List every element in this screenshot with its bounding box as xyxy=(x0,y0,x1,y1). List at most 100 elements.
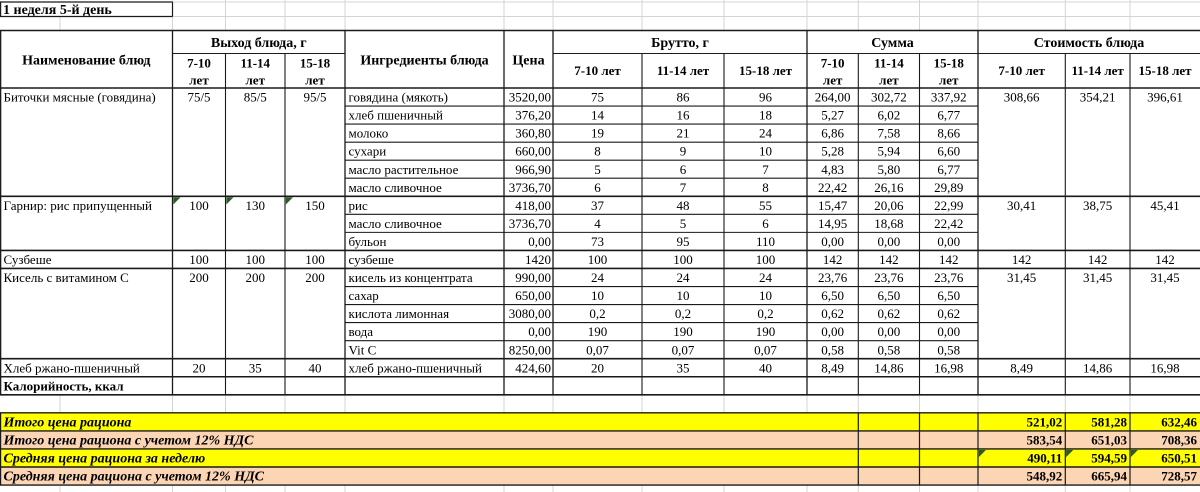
svg-text:424,60: 424,60 xyxy=(515,360,551,375)
svg-text:7-10: 7-10 xyxy=(821,56,845,71)
svg-text:100: 100 xyxy=(756,252,776,267)
svg-text:9: 9 xyxy=(680,144,687,159)
svg-text:бульон: бульон xyxy=(349,234,387,249)
svg-text:35: 35 xyxy=(249,360,262,375)
svg-text:24: 24 xyxy=(759,126,773,141)
svg-text:10: 10 xyxy=(759,288,772,303)
svg-text:7-10 лет: 7-10 лет xyxy=(998,63,1045,78)
svg-text:100: 100 xyxy=(189,198,209,213)
svg-text:15-18: 15-18 xyxy=(934,56,965,71)
svg-text:3736,70: 3736,70 xyxy=(509,180,551,195)
svg-text:581,28: 581,28 xyxy=(1091,415,1127,430)
svg-text:7,58: 7,58 xyxy=(878,126,901,141)
svg-text:Итого цена рациона: Итого цена рациона xyxy=(3,416,132,431)
svg-text:19: 19 xyxy=(591,126,604,141)
svg-text:6,77: 6,77 xyxy=(937,108,960,123)
svg-text:6,77: 6,77 xyxy=(937,162,960,177)
svg-text:15-18 лет: 15-18 лет xyxy=(739,63,793,78)
svg-text:кисель из концентрата: кисель из концентрата xyxy=(349,270,473,285)
svg-text:10: 10 xyxy=(759,144,772,159)
svg-text:0,07: 0,07 xyxy=(672,342,695,357)
svg-text:18,68: 18,68 xyxy=(874,216,903,231)
svg-text:85/5: 85/5 xyxy=(244,90,267,105)
svg-text:73: 73 xyxy=(591,234,604,249)
svg-text:376,20: 376,20 xyxy=(515,108,551,123)
svg-text:665,94: 665,94 xyxy=(1091,469,1127,484)
svg-text:21: 21 xyxy=(677,126,690,141)
svg-text:3736,70: 3736,70 xyxy=(509,216,551,231)
svg-text:418,00: 418,00 xyxy=(515,198,551,213)
svg-text:1 неделя 5-й день: 1 неделя 5-й день xyxy=(3,3,112,18)
svg-text:31,45: 31,45 xyxy=(1083,270,1112,285)
svg-text:5,94: 5,94 xyxy=(878,144,901,159)
svg-text:Vit C: Vit C xyxy=(349,342,377,357)
svg-text:75/5: 75/5 xyxy=(187,90,210,105)
svg-text:86: 86 xyxy=(677,90,691,105)
svg-text:20,06: 20,06 xyxy=(874,198,904,213)
svg-text:142: 142 xyxy=(879,252,899,267)
svg-text:лет: лет xyxy=(879,72,899,87)
svg-text:0,00: 0,00 xyxy=(937,324,960,339)
svg-text:100: 100 xyxy=(305,252,325,267)
svg-text:5: 5 xyxy=(680,216,687,231)
svg-text:55: 55 xyxy=(759,198,772,213)
svg-text:23,76: 23,76 xyxy=(874,270,904,285)
svg-text:40: 40 xyxy=(309,360,322,375)
svg-text:337,92: 337,92 xyxy=(931,90,967,105)
svg-text:24: 24 xyxy=(591,270,605,285)
svg-text:490,11: 490,11 xyxy=(1027,451,1062,466)
svg-text:Цена: Цена xyxy=(512,54,544,69)
svg-text:302,72: 302,72 xyxy=(871,90,907,105)
svg-text:18: 18 xyxy=(759,108,772,123)
svg-text:лет: лет xyxy=(823,72,843,87)
svg-text:хлеб пшеничный: хлеб пшеничный xyxy=(349,108,444,123)
svg-text:142: 142 xyxy=(1088,252,1108,267)
svg-text:24: 24 xyxy=(677,270,691,285)
svg-text:29,89: 29,89 xyxy=(934,180,963,195)
svg-text:20: 20 xyxy=(193,360,206,375)
svg-text:4: 4 xyxy=(594,216,601,231)
svg-text:24: 24 xyxy=(759,270,773,285)
svg-text:0,62: 0,62 xyxy=(821,306,844,321)
svg-text:594,59: 594,59 xyxy=(1091,451,1127,466)
svg-text:11-14: 11-14 xyxy=(874,56,904,71)
svg-text:Калорийность, ккал: Калорийность, ккал xyxy=(4,378,124,393)
svg-text:0,62: 0,62 xyxy=(878,306,901,321)
svg-text:966,90: 966,90 xyxy=(515,162,551,177)
svg-text:583,54: 583,54 xyxy=(1027,433,1063,448)
svg-text:48: 48 xyxy=(677,198,690,213)
svg-text:0,2: 0,2 xyxy=(589,306,605,321)
svg-text:200: 200 xyxy=(305,270,325,285)
svg-text:говядина (мякоть): говядина (мякоть) xyxy=(349,90,448,105)
svg-text:Биточки мясные (говядина): Биточки мясные (говядина) xyxy=(4,90,156,105)
svg-text:96: 96 xyxy=(759,90,773,105)
svg-text:26,16: 26,16 xyxy=(874,180,904,195)
svg-text:0,58: 0,58 xyxy=(878,342,901,357)
svg-text:37: 37 xyxy=(591,198,605,213)
svg-text:548,92: 548,92 xyxy=(1027,469,1063,484)
svg-text:5,28: 5,28 xyxy=(821,144,844,159)
svg-text:6: 6 xyxy=(680,162,687,177)
svg-text:22,99: 22,99 xyxy=(934,198,963,213)
svg-text:35: 35 xyxy=(677,360,690,375)
svg-text:сахар: сахар xyxy=(349,288,379,303)
svg-text:6,60: 6,60 xyxy=(937,144,960,159)
svg-text:15,47: 15,47 xyxy=(818,198,848,213)
svg-text:708,36: 708,36 xyxy=(1161,433,1197,448)
svg-text:0,2: 0,2 xyxy=(675,306,691,321)
svg-text:95: 95 xyxy=(677,234,690,249)
svg-text:142: 142 xyxy=(1155,252,1175,267)
svg-text:11-14 лет: 11-14 лет xyxy=(657,63,710,78)
svg-text:990,00: 990,00 xyxy=(515,270,551,285)
svg-text:650,51: 650,51 xyxy=(1161,451,1197,466)
svg-text:360,80: 360,80 xyxy=(515,126,551,141)
svg-text:Гарнир: рис припущенный: Гарнир: рис припущенный xyxy=(4,198,153,213)
svg-text:660,00: 660,00 xyxy=(515,144,551,159)
svg-text:6,02: 6,02 xyxy=(878,108,901,123)
svg-text:0,00: 0,00 xyxy=(528,234,551,249)
svg-text:11-14 лет: 11-14 лет xyxy=(1071,63,1124,78)
svg-text:264,00: 264,00 xyxy=(815,90,851,105)
svg-text:Средняя цена рациона с учетом: Средняя цена рациона с учетом 12% НДС xyxy=(4,470,265,485)
svg-text:хлеб ржано-пшеничный: хлеб ржано-пшеничный xyxy=(349,360,483,375)
svg-text:7: 7 xyxy=(762,162,769,177)
